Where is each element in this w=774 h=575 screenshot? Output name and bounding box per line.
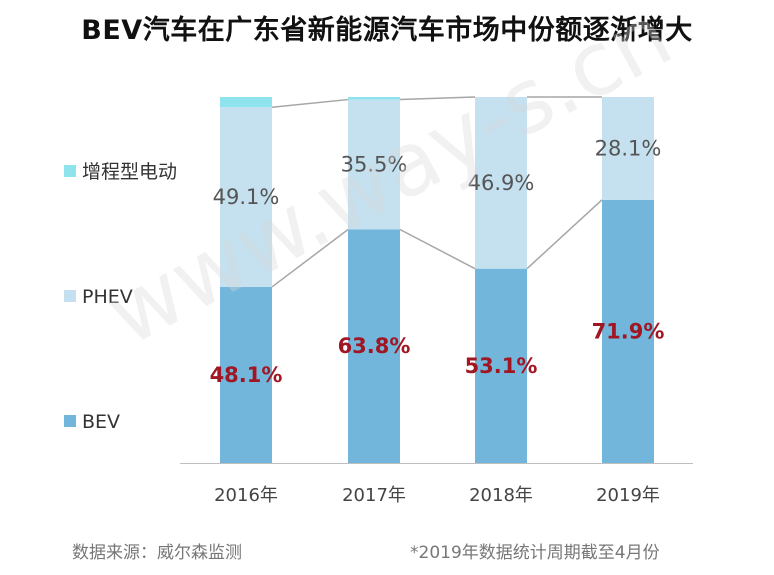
x-tick-label: 2017年 bbox=[342, 485, 406, 506]
data-label-bev: 53.1% bbox=[465, 354, 538, 378]
connector-bev bbox=[399, 228, 476, 270]
legend-swatch bbox=[64, 165, 76, 177]
x-tick-label: 2016年 bbox=[214, 485, 278, 506]
legend-label: 增程型电动 bbox=[82, 161, 177, 183]
connector-bev bbox=[526, 199, 603, 270]
legend-swatch bbox=[64, 290, 76, 302]
x-tick-label: 2019年 bbox=[596, 485, 660, 506]
data-label-phev: 46.9% bbox=[468, 171, 535, 195]
data-label-bev: 63.8% bbox=[338, 334, 411, 358]
bar-phev-2017年 bbox=[348, 99, 400, 230]
bar-phev-2016年 bbox=[220, 107, 272, 287]
bar-phev-2019年 bbox=[602, 97, 654, 200]
legend-label: BEV bbox=[82, 411, 120, 433]
chart-title: BEV汽车在广东省新能源汽车市场中份额逐渐增大 bbox=[81, 15, 693, 46]
data-label-phev: 28.1% bbox=[595, 136, 662, 160]
legend-label: PHEV bbox=[82, 286, 133, 308]
connector-phev bbox=[271, 98, 349, 108]
data-label-bev: 71.9% bbox=[592, 319, 665, 343]
data-label-phev: 35.5% bbox=[341, 153, 408, 177]
bar-bev-2016年 bbox=[220, 286, 272, 463]
legend-swatch bbox=[64, 415, 76, 427]
data-label-bev: 48.1% bbox=[210, 363, 283, 387]
bar-bev-2018年 bbox=[475, 268, 527, 463]
bar-phev-2018年 bbox=[475, 97, 527, 269]
bar-bev-2019年 bbox=[602, 199, 654, 463]
bar-erev-2016年 bbox=[220, 97, 272, 108]
bar-bev-2017年 bbox=[348, 229, 400, 463]
bar-erev-2017年 bbox=[348, 97, 400, 100]
x-tick-label: 2018年 bbox=[469, 485, 533, 506]
connector-bev bbox=[271, 228, 349, 288]
source-note: 数据来源：威尔森监测 bbox=[72, 543, 242, 563]
connector-phev bbox=[399, 96, 476, 101]
footnote: *2019年数据统计周期截至4月份 bbox=[410, 543, 660, 563]
data-label-phev: 49.1% bbox=[213, 185, 280, 209]
